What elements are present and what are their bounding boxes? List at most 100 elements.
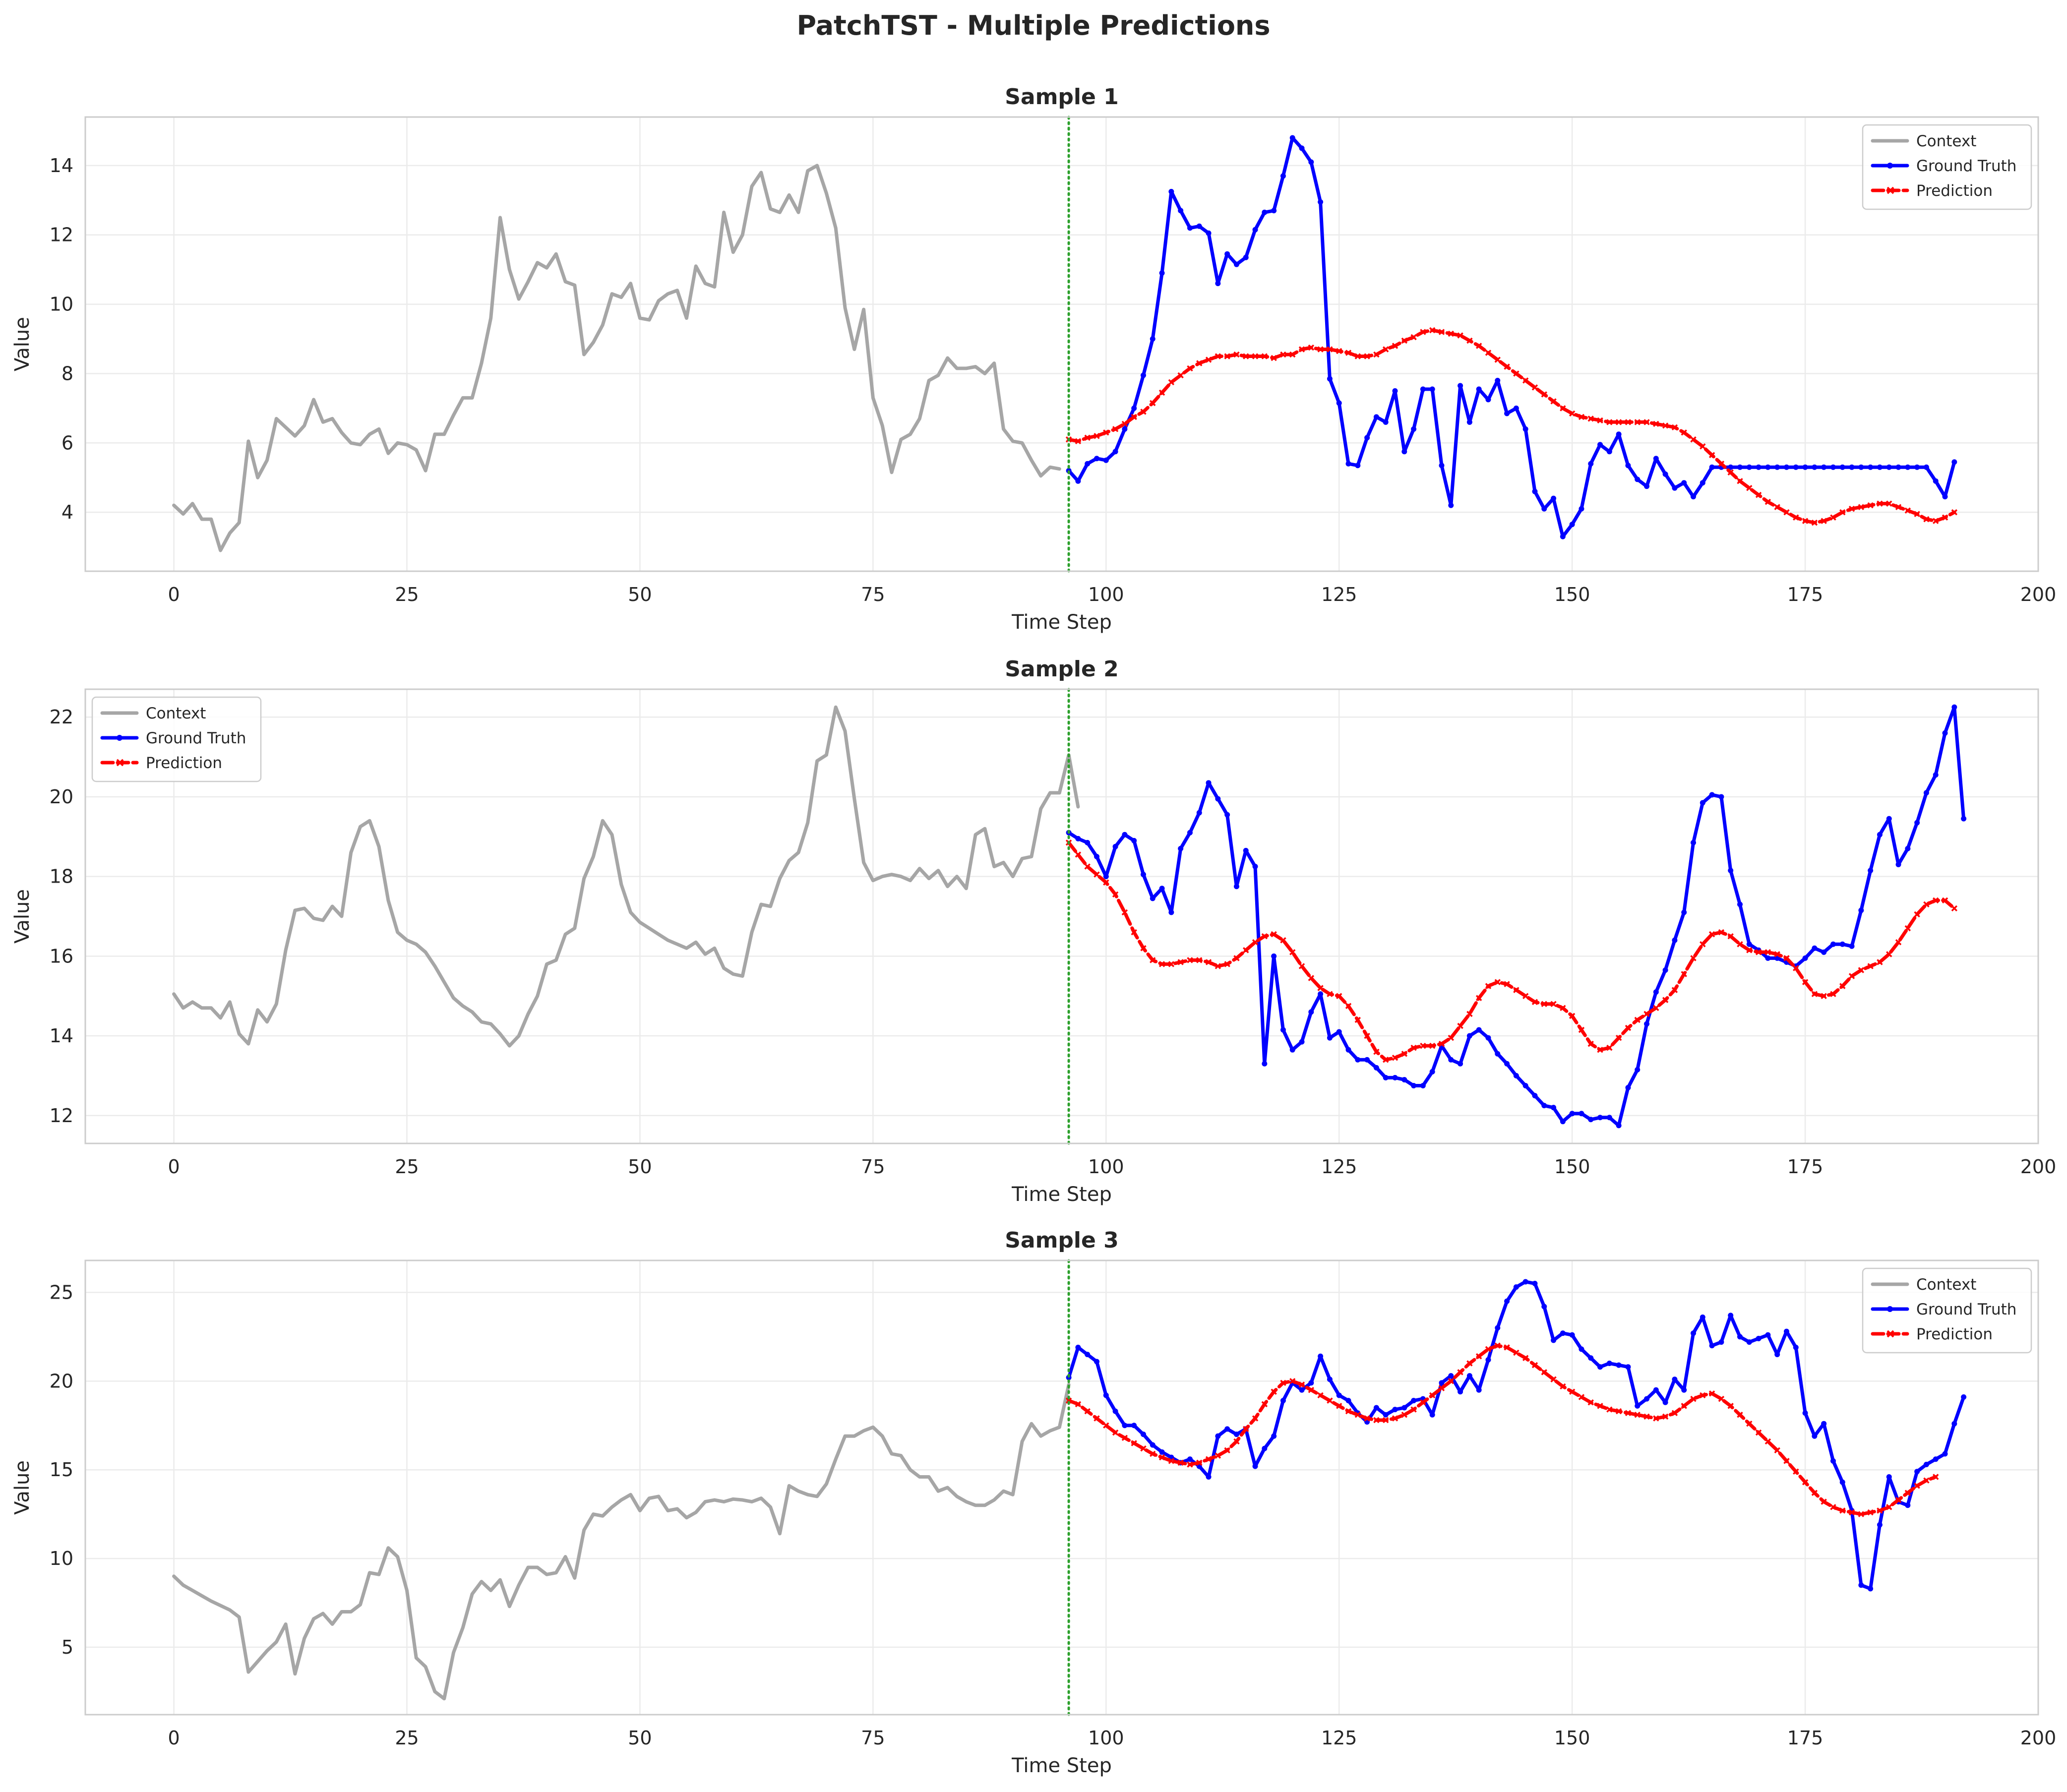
ground-truth-point — [1588, 1355, 1594, 1361]
ground-truth-point — [1140, 872, 1146, 878]
subplot-title: Sample 2 — [1005, 657, 1119, 682]
ground-truth-point — [1662, 471, 1668, 477]
y-tick-label: 20 — [50, 786, 73, 808]
prediction-point — [1671, 1410, 1678, 1416]
prediction-point — [1131, 1440, 1137, 1446]
plot-area — [85, 1260, 2038, 1715]
ground-truth-point — [1765, 1332, 1771, 1338]
ground-truth-point — [1625, 1085, 1631, 1091]
x-axis-label: Time Step — [1011, 1754, 1112, 1777]
ground-truth-point — [1765, 464, 1771, 470]
legend-item-context: Context — [100, 705, 206, 722]
prediction-point — [1438, 1385, 1445, 1391]
ground-truth-point — [1513, 1073, 1519, 1078]
prediction-point — [1541, 1001, 1547, 1008]
prediction-point — [1746, 1420, 1753, 1427]
ground-truth-point — [1886, 816, 1892, 822]
prediction-point — [1671, 424, 1678, 431]
prediction-point — [1802, 979, 1809, 985]
prediction-point — [1877, 959, 1883, 965]
prediction-point — [1103, 1422, 1109, 1429]
legend-box — [1862, 1267, 2032, 1354]
ground-truth-point — [1140, 372, 1146, 378]
ground-truth-point — [1466, 419, 1472, 425]
ground-truth-point — [1923, 464, 1929, 470]
x-tick-label: 75 — [861, 584, 885, 605]
prediction-point — [1429, 1042, 1436, 1049]
prediction-point — [1932, 518, 1939, 524]
prediction-point — [1653, 1415, 1659, 1422]
prediction-point — [1168, 379, 1175, 386]
prediction-point — [1877, 1507, 1883, 1514]
ground-truth-point — [1327, 1035, 1333, 1041]
ground-truth-point — [1868, 868, 1874, 874]
prediction-point — [1298, 1381, 1305, 1388]
ground-truth-point — [1439, 1380, 1445, 1386]
ground-truth-point — [1868, 464, 1874, 470]
ground-truth-point — [1401, 449, 1407, 455]
ground-truth-point — [1504, 1298, 1510, 1304]
ground-truth-point — [1895, 862, 1901, 868]
prediction-point — [1317, 985, 1324, 991]
ground-truth-point — [1485, 1035, 1491, 1041]
prediction-point — [1150, 1450, 1156, 1457]
prediction-point — [1475, 343, 1482, 349]
ground-truth-point — [1513, 1284, 1519, 1290]
prediction-point — [1793, 514, 1799, 521]
x-tick-label: 175 — [1787, 1156, 1824, 1178]
ground-truth-point — [1541, 1304, 1547, 1310]
ground-truth-point — [1345, 1047, 1351, 1053]
ground-truth-point — [1215, 1433, 1221, 1439]
y-axis-label: Value — [11, 889, 34, 944]
prediction-point — [1821, 1498, 1827, 1505]
ground-truth-point — [1252, 227, 1258, 233]
ground-truth-point — [1262, 209, 1268, 215]
legend-marker — [1886, 186, 1894, 194]
prediction-point — [1150, 957, 1156, 963]
prediction-point — [1308, 975, 1315, 981]
ground-truth-point — [1877, 1522, 1883, 1528]
prediction-point — [1560, 1383, 1566, 1390]
prediction-point — [1457, 332, 1463, 339]
prediction-point — [1522, 377, 1529, 384]
ground-truth-point — [1159, 886, 1165, 892]
prediction-point — [1494, 357, 1501, 363]
series-context — [172, 164, 1061, 552]
ground-truth-point — [1112, 843, 1118, 849]
prediction-point — [1112, 1429, 1119, 1436]
prediction-point — [1764, 1438, 1771, 1445]
ground-truth-point — [1401, 1405, 1407, 1411]
ground-truth-point — [1691, 839, 1697, 845]
subplot-2: 0 25 50 75 100 125 150 175 200 12 14 16 18 20 22 Time S… — [11, 657, 2056, 1206]
ground-truth-point — [1224, 812, 1230, 818]
ground-truth-point — [1653, 989, 1659, 995]
axes-frame — [84, 1259, 2039, 1716]
ground-truth-point — [1635, 477, 1641, 482]
prediction-point — [1289, 351, 1296, 358]
legend-item-context: Context — [1871, 132, 1976, 150]
prediction-point — [1718, 929, 1725, 936]
ground-truth-point — [1579, 1346, 1584, 1352]
prediction-point — [1597, 417, 1603, 424]
ground-truth-point — [1793, 464, 1799, 470]
legend-marker — [1886, 1330, 1894, 1338]
ground-truth-point — [1224, 1426, 1230, 1432]
prediction-point — [1951, 509, 1958, 516]
x-tick-label: 100 — [1088, 584, 1124, 605]
y-tick-label: 22 — [50, 706, 73, 728]
series-ground-truth — [1066, 135, 1957, 539]
prediction-point — [1103, 429, 1109, 436]
ground-truth-point — [1168, 909, 1174, 915]
prediction-point — [1587, 416, 1594, 422]
ground-truth-point — [1485, 397, 1491, 403]
ground-truth-point — [1868, 1586, 1874, 1592]
prediction-point — [1522, 993, 1529, 999]
y-tick-label: 14 — [50, 155, 73, 177]
ground-truth-point — [1858, 907, 1864, 913]
ground-truth-point — [1318, 991, 1324, 997]
prediction-point — [1289, 949, 1296, 956]
prediction-point — [1327, 991, 1333, 997]
ground-truth-point — [1551, 495, 1557, 501]
